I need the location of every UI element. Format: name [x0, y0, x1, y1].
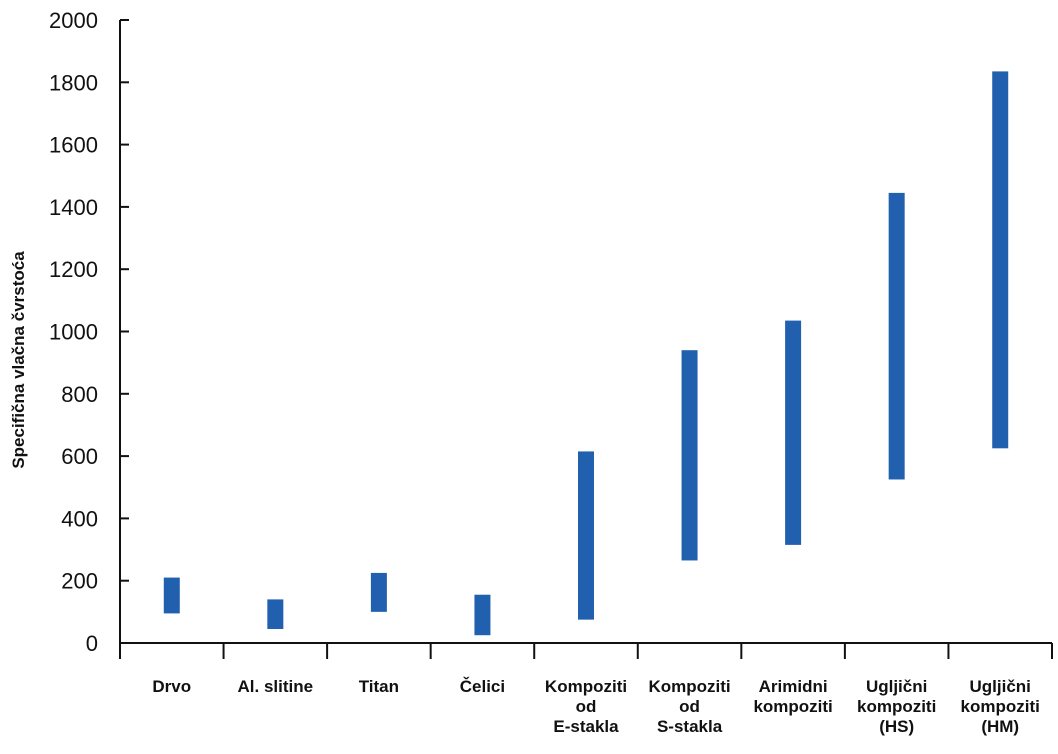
y-tick-label: 1000	[49, 320, 98, 345]
x-tick-label: Kompoziti od E-stakla	[545, 677, 627, 736]
y-tick-label: 1600	[49, 133, 98, 158]
y-tick-label: 1400	[49, 195, 98, 220]
y-tick-label: 400	[61, 506, 98, 531]
x-tick-label: Titan	[359, 677, 399, 696]
x-tick-label: Al. slitine	[238, 677, 314, 696]
range-bar	[578, 451, 594, 620]
x-tick-label: Ugljični kompoziti (HS)	[857, 677, 936, 736]
range-bar	[370, 572, 387, 612]
range-bar	[681, 350, 698, 561]
range-bar	[163, 577, 180, 614]
range-bar	[888, 192, 905, 480]
y-tick-label: 1200	[49, 257, 98, 282]
range-bars	[163, 71, 1009, 636]
range-bar	[992, 71, 1009, 449]
y-tick-label: 200	[61, 569, 98, 594]
range-bar	[474, 594, 491, 636]
y-tick-label: 2000	[49, 8, 98, 33]
y-tick-label: 0	[86, 631, 98, 656]
y-axis-label: Specifična vlačna čvrstoća	[9, 251, 28, 469]
x-tick-label: Ugljični kompoziti (HM)	[961, 677, 1040, 736]
range-bar	[267, 599, 284, 629]
range-bar	[785, 320, 802, 545]
y-axis-ticks: 0 200 400 600 800 1000 1200 1400 1600 1800 2000	[49, 8, 129, 656]
x-tick-label: Drvo	[152, 677, 191, 696]
x-tick-label: Kompoziti od S-stakla	[648, 677, 730, 736]
x-axis-ticks: Drvo Al. slitine Titan Čelici Kompoziti od E-s…	[119, 643, 1053, 736]
x-tick-label: Čelici	[460, 677, 505, 696]
x-tick-label: Arimidni kompoziti	[753, 677, 832, 716]
y-tick-label: 600	[61, 444, 98, 469]
y-tick-label: 800	[61, 382, 98, 407]
y-tick-label: 1800	[49, 70, 98, 95]
